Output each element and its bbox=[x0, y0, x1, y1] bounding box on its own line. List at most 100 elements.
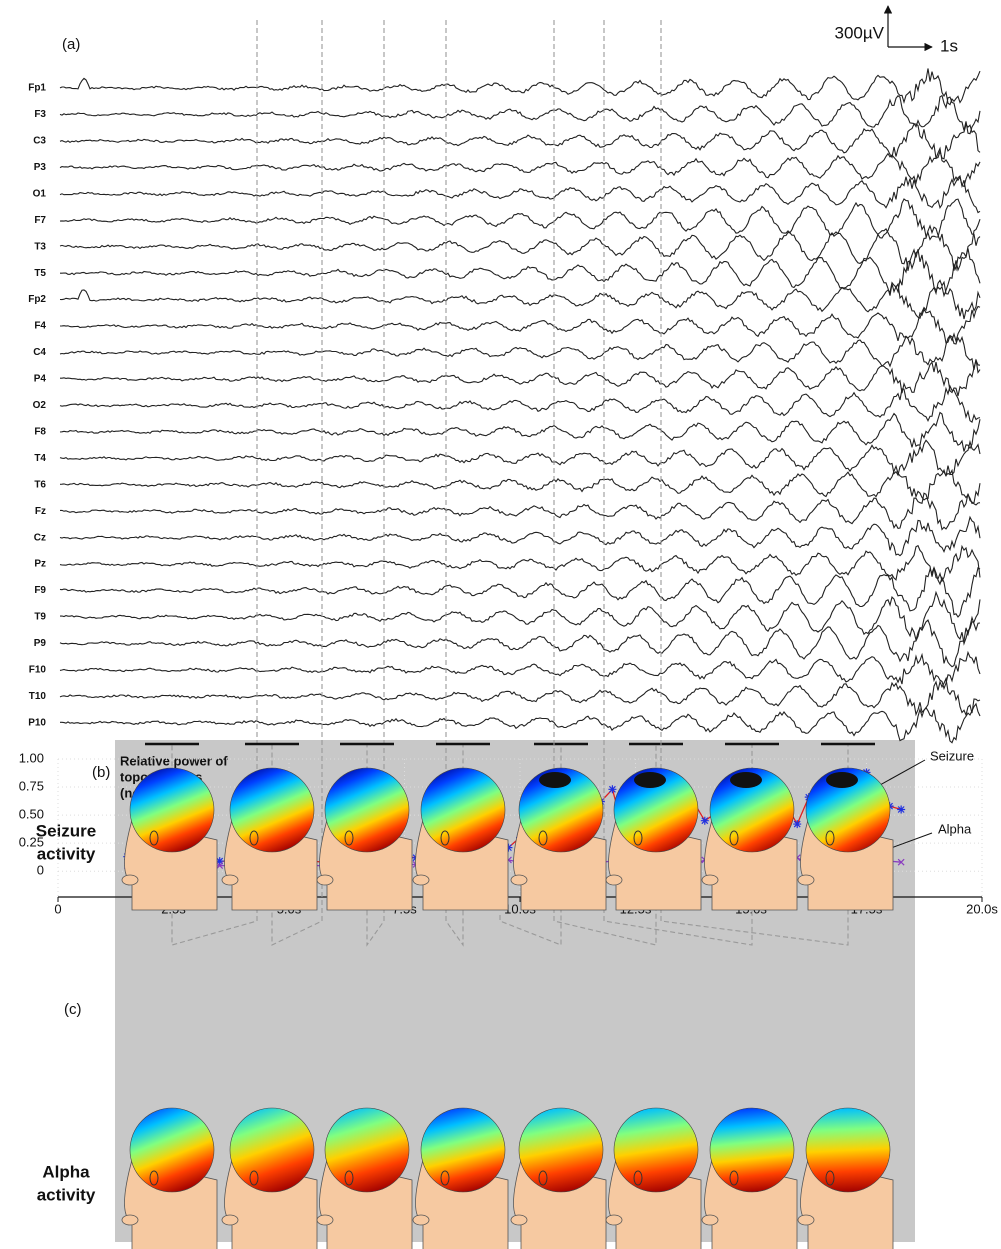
channel-label: T4 bbox=[34, 453, 46, 464]
y-tick-label: 0.50 bbox=[19, 807, 44, 822]
eeg-trace bbox=[59, 94, 981, 135]
ear bbox=[440, 830, 450, 846]
eeg-trace bbox=[59, 305, 981, 344]
channel-label: F10 bbox=[29, 665, 47, 676]
scalp-map bbox=[613, 1107, 699, 1193]
eeg-trace bbox=[59, 334, 981, 374]
channel-label: F7 bbox=[34, 215, 46, 226]
eeg-trace bbox=[59, 198, 981, 246]
scale-time: 1s bbox=[940, 36, 958, 55]
peak-region bbox=[730, 772, 762, 788]
eeg-trace bbox=[60, 358, 981, 397]
series-annotation: Seizure bbox=[930, 748, 974, 763]
neck bbox=[221, 874, 239, 886]
data-point bbox=[504, 843, 513, 852]
channel-label: F9 bbox=[34, 585, 46, 596]
eeg-trace bbox=[60, 702, 981, 744]
neck bbox=[316, 874, 334, 886]
eeg-trace bbox=[59, 566, 981, 618]
eeg-trace bbox=[59, 515, 981, 557]
ear bbox=[249, 1170, 259, 1186]
data-point bbox=[897, 805, 906, 814]
eeg-trace bbox=[59, 384, 981, 423]
scalp-map bbox=[518, 767, 604, 853]
ear bbox=[825, 1170, 835, 1186]
panel-label: (c) bbox=[64, 1001, 82, 1018]
channel-label: P4 bbox=[34, 374, 47, 385]
eeg-trace bbox=[59, 439, 981, 477]
time-marker bbox=[603, 20, 753, 946]
ear bbox=[729, 1170, 739, 1186]
scalp-map bbox=[420, 1107, 506, 1193]
ear bbox=[149, 1170, 159, 1186]
data-point bbox=[216, 862, 224, 870]
channel-label: Fp2 bbox=[28, 294, 46, 305]
eeg-trace bbox=[59, 464, 981, 505]
eeg-trace bbox=[59, 279, 981, 320]
neck bbox=[701, 1214, 719, 1226]
eeg-trace bbox=[59, 615, 981, 668]
chart-title: Relative power of bbox=[120, 753, 228, 768]
data-point bbox=[793, 820, 802, 829]
channel-label: Fp1 bbox=[28, 83, 46, 94]
neck bbox=[121, 1214, 139, 1226]
channel-label: C3 bbox=[33, 136, 46, 147]
channel-label: T10 bbox=[29, 691, 47, 702]
neck bbox=[701, 874, 719, 886]
ear bbox=[729, 830, 739, 846]
channel-label: P10 bbox=[28, 717, 46, 728]
row-label: Seizure bbox=[36, 821, 96, 840]
neck bbox=[605, 1214, 623, 1226]
ear bbox=[538, 830, 548, 846]
peak-region bbox=[634, 772, 666, 788]
eeg-trace bbox=[59, 219, 981, 272]
neck bbox=[510, 874, 528, 886]
panel-label: (a) bbox=[62, 36, 80, 53]
y-tick-label: 1.00 bbox=[19, 750, 44, 765]
ear bbox=[249, 830, 259, 846]
ear bbox=[344, 1170, 354, 1186]
eeg-trace bbox=[59, 68, 981, 106]
scalp-map bbox=[229, 767, 315, 853]
neck bbox=[797, 1214, 815, 1226]
row-label: Alpha bbox=[42, 1162, 90, 1181]
panel-label: (b) bbox=[92, 764, 110, 781]
peak-region bbox=[539, 772, 571, 788]
neck bbox=[121, 874, 139, 886]
y-tick-label: 0 bbox=[37, 863, 44, 878]
channel-label: T3 bbox=[34, 241, 46, 252]
eeg-trace bbox=[59, 174, 981, 214]
channel-label: T6 bbox=[34, 479, 46, 490]
channel-label: O2 bbox=[33, 400, 47, 411]
channel-label: C4 bbox=[33, 347, 46, 358]
eeg-trace bbox=[60, 492, 981, 531]
time-marker bbox=[366, 20, 385, 947]
scalp-map bbox=[229, 1107, 315, 1193]
eeg-trace bbox=[59, 590, 981, 646]
neck bbox=[221, 1214, 239, 1226]
channel-label: F8 bbox=[34, 426, 46, 437]
scalp-map bbox=[324, 767, 410, 853]
channel-label: F3 bbox=[34, 109, 46, 120]
neck bbox=[797, 874, 815, 886]
channel-label: P3 bbox=[34, 162, 47, 173]
channel-label: Cz bbox=[34, 532, 46, 543]
eeg-trace bbox=[59, 123, 981, 160]
time-marker bbox=[445, 20, 464, 947]
row-label: activity bbox=[37, 844, 96, 863]
scale-amplitude: 300µV bbox=[835, 23, 885, 42]
data-point bbox=[897, 858, 905, 866]
ear bbox=[538, 1170, 548, 1186]
scalp-map bbox=[324, 1107, 410, 1193]
ear bbox=[633, 1170, 643, 1186]
x-tick-label: 20.0s bbox=[966, 901, 998, 916]
eeg-trace bbox=[59, 544, 981, 583]
ear bbox=[633, 830, 643, 846]
data-point bbox=[700, 816, 709, 825]
x-tick-label: 0 bbox=[54, 901, 61, 916]
scalp-map bbox=[518, 1107, 604, 1193]
eeg-trace bbox=[59, 146, 981, 188]
eeg-trace bbox=[59, 411, 981, 452]
